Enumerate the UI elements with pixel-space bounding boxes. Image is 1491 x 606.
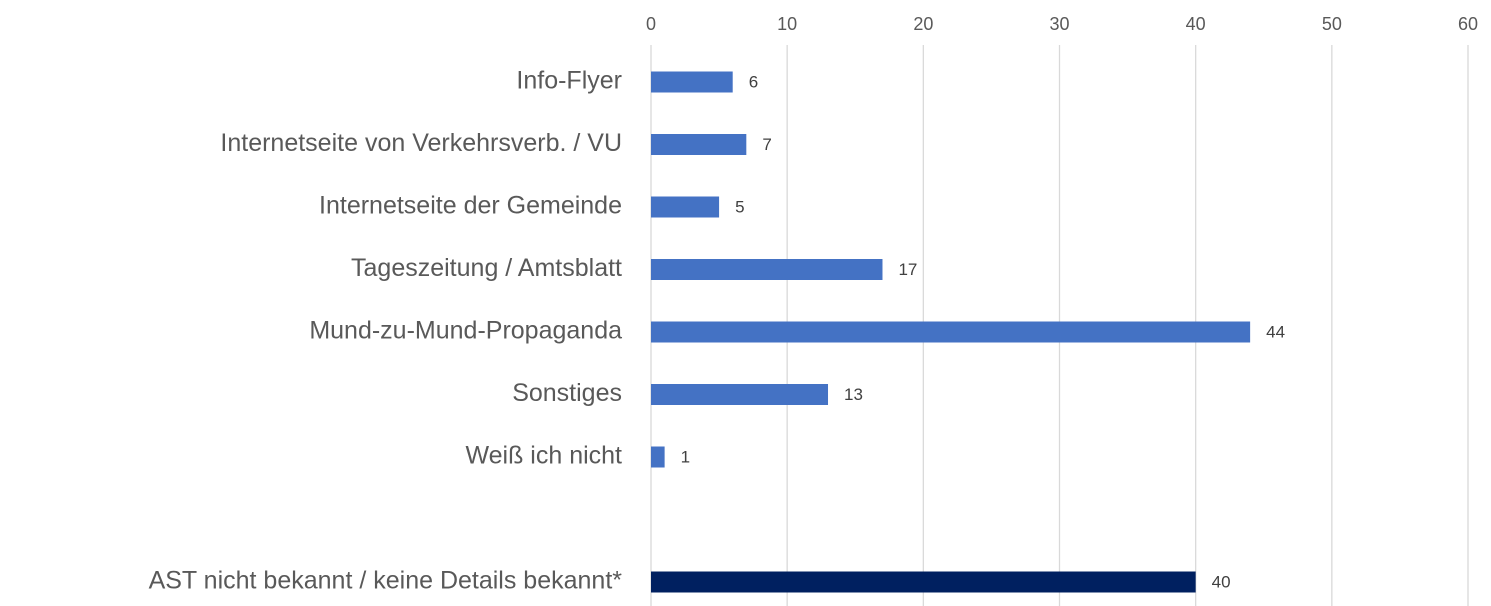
value-label: 1 — [681, 447, 690, 466]
x-tick-label: 30 — [1049, 14, 1069, 34]
x-tick-label: 50 — [1322, 14, 1342, 34]
bar — [651, 446, 665, 468]
bar — [651, 196, 720, 218]
category-label: Internetseite von Verkehrsverb. / VU — [220, 129, 622, 157]
bar — [651, 134, 747, 155]
value-label: 40 — [1212, 572, 1231, 591]
value-label: 44 — [1266, 322, 1285, 341]
value-label: 5 — [735, 197, 744, 216]
x-tick-label: 60 — [1458, 14, 1478, 34]
value-label: 13 — [844, 385, 863, 404]
bar — [651, 571, 1196, 593]
category-label: AST nicht bekannt / keine Details bekann… — [149, 567, 623, 595]
category-label: Info-Flyer — [516, 67, 622, 95]
category-label: Weiß ich nicht — [465, 442, 622, 470]
bar — [651, 259, 883, 280]
bar — [651, 321, 1251, 343]
bar — [651, 71, 733, 93]
value-label: 6 — [749, 72, 758, 91]
category-label: Tageszeitung / Amtsblatt — [351, 254, 622, 282]
category-label: Internetseite der Gemeinde — [319, 192, 622, 220]
x-tick-label: 40 — [1186, 14, 1206, 34]
value-label: 17 — [898, 260, 917, 279]
x-tick-label: 0 — [646, 14, 656, 34]
x-tick-label: 10 — [777, 14, 797, 34]
x-tick-label: 20 — [913, 14, 933, 34]
value-label: 7 — [762, 135, 771, 154]
category-label: Sonstiges — [512, 379, 622, 407]
bar — [651, 384, 829, 405]
category-label: Mund-zu-Mund-Propaganda — [309, 317, 622, 345]
